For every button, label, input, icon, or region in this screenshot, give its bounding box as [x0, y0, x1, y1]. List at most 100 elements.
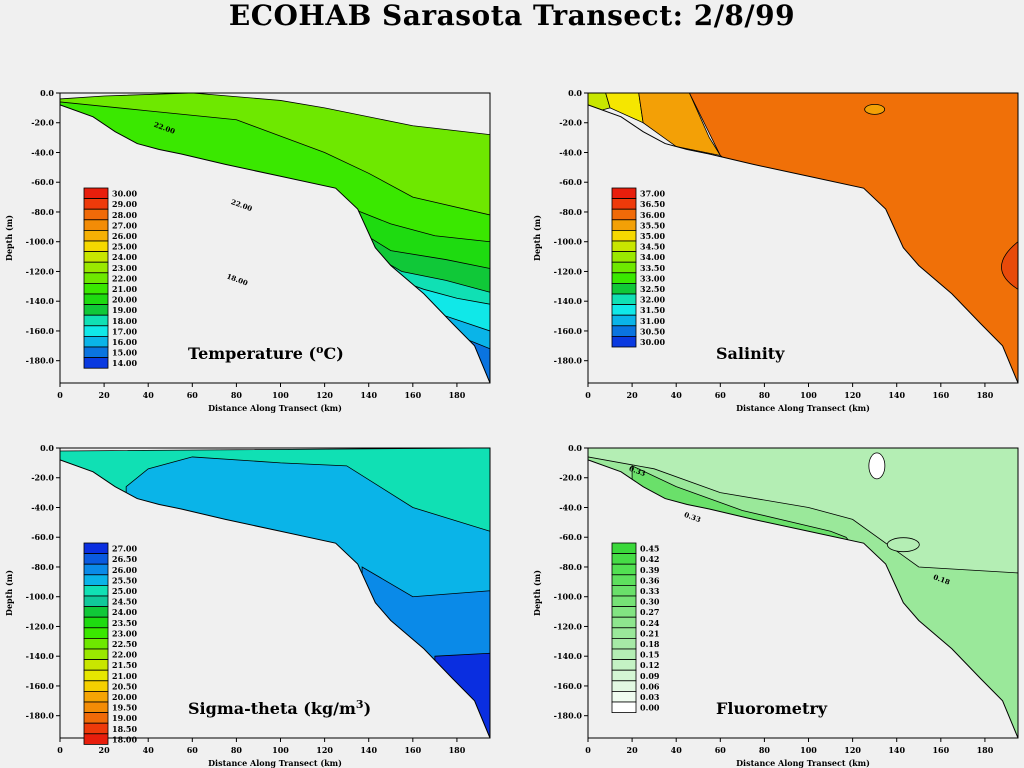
legend-label: 25.00	[112, 586, 137, 596]
legend-swatch	[83, 659, 109, 671]
legend-swatch	[83, 595, 109, 608]
legend-label: 35.00	[640, 231, 665, 241]
legend-swatch	[83, 553, 109, 565]
legend-swatch	[83, 712, 109, 724]
panel-title: Sigma-theta (kg/m3)	[188, 698, 371, 718]
legend-label: 21.50	[112, 660, 137, 670]
x-tick-label: 120	[844, 390, 861, 400]
legend-swatch	[611, 616, 637, 629]
legend-swatch	[83, 335, 109, 348]
legend-swatch	[611, 314, 637, 327]
y-tick-label: -180.0	[554, 356, 583, 366]
legend-label: 33.00	[640, 273, 665, 283]
legend-label: 0.21	[640, 628, 659, 638]
legend-swatch	[83, 563, 109, 576]
x-tick-label: 160	[404, 745, 421, 755]
x-tick-label: 100	[272, 745, 289, 755]
contour-band	[688, 93, 1018, 383]
x-tick-label: 40	[143, 390, 155, 400]
legend-swatch	[83, 314, 109, 327]
y-tick-label: -20.0	[31, 473, 54, 483]
legend-swatch	[611, 325, 637, 337]
legend-swatch	[611, 251, 637, 263]
y-tick-label: -20.0	[559, 473, 582, 483]
panel-1: 0 20 40 60 80 100 120 140 160 180 0.0 -20.0 -40.0 -60…	[4, 88, 491, 413]
legend-swatch	[83, 240, 109, 253]
y-axis-label: Depth (m)	[4, 570, 14, 616]
legend-label: 32.50	[640, 284, 665, 294]
legend-label: 30.00	[640, 337, 665, 347]
x-axis-label: Distance Along Transect (km)	[208, 403, 342, 413]
legend-label: 0.15	[640, 650, 659, 660]
legend-swatch	[83, 733, 109, 745]
legend-label: 19.00	[112, 305, 137, 315]
legend-swatch	[611, 219, 637, 231]
y-tick-label: -120.0	[554, 621, 583, 631]
y-tick-label: -140.0	[26, 651, 55, 661]
legend-swatch	[611, 542, 637, 555]
x-tick-label: 100	[800, 745, 817, 755]
y-tick-label: -80.0	[559, 562, 582, 572]
legend-swatch	[83, 293, 109, 306]
x-tick-label: 160	[404, 390, 421, 400]
y-tick-label: -100.0	[26, 237, 55, 247]
legend-swatch	[83, 187, 109, 200]
x-tick-label: 140	[888, 390, 905, 400]
legend-swatch	[611, 638, 637, 650]
x-tick-label: 180	[977, 745, 994, 755]
legend-swatch	[83, 346, 109, 359]
legend-swatch	[611, 691, 637, 703]
legend-label: 27.00	[112, 220, 137, 230]
x-tick-label: 80	[231, 745, 243, 755]
panel-4: 0 20 40 60 80 100 120 140 160 180 0.0 -20.0 -40.0 -60…	[532, 443, 1019, 768]
legend-label: 0.36	[640, 575, 660, 585]
x-tick-label: 20	[627, 390, 639, 400]
x-tick-label: 80	[759, 390, 771, 400]
legend-label: 31.50	[640, 305, 665, 315]
legend-label: 17.00	[112, 326, 137, 336]
legend-label: 25.00	[112, 242, 137, 252]
legend-swatch	[611, 208, 637, 221]
legend-label: 0.33	[640, 586, 660, 596]
legend-label: 0.03	[640, 692, 660, 702]
seafloor-line	[59, 447, 491, 739]
seafloor-line	[587, 447, 1019, 739]
legend-label: 0.30	[640, 597, 660, 607]
panel-title: Fluorometry	[716, 699, 828, 718]
legend-label: 21.00	[112, 671, 137, 681]
legend-swatch	[83, 638, 109, 650]
x-tick-label: 140	[360, 745, 377, 755]
legend: 37.0036.5036.0035.5035.0034.5034.0033.50…	[611, 187, 665, 348]
x-tick-label: 0	[585, 390, 591, 400]
y-tick-label: 0.0	[568, 88, 582, 98]
x-tick-label: 160	[932, 745, 949, 755]
legend-swatch	[611, 659, 637, 671]
y-tick-label: -60.0	[31, 532, 54, 542]
plot-frame	[587, 447, 1019, 739]
y-tick-label: -100.0	[26, 592, 55, 602]
x-tick-label: 0	[57, 390, 63, 400]
legend-label: 20.00	[112, 692, 137, 702]
x-tick-label: 0	[585, 745, 591, 755]
legend-swatch	[611, 585, 637, 597]
legend-label: 24.00	[112, 607, 137, 617]
legend-swatch	[83, 648, 109, 661]
y-tick-label: -40.0	[559, 502, 582, 512]
legend-label: 28.00	[112, 210, 137, 220]
legend-label: 27.00	[112, 544, 137, 554]
legend-label: 0.00	[640, 703, 660, 713]
y-tick-label: -160.0	[26, 681, 55, 691]
legend-label: 26.00	[112, 565, 137, 575]
legend-swatch	[83, 701, 109, 714]
y-tick-label: -60.0	[559, 532, 582, 542]
y-tick-label: -100.0	[554, 237, 583, 247]
x-axis-label: Distance Along Transect (km)	[736, 403, 870, 413]
legend-swatch	[83, 680, 109, 692]
y-tick-label: -120.0	[26, 621, 55, 631]
legend-label: 15.00	[112, 348, 137, 358]
y-tick-label: -120.0	[26, 266, 55, 276]
y-axis-label: Depth (m)	[4, 215, 14, 261]
legend-swatch	[83, 198, 109, 210]
legend-label: 19.00	[112, 713, 137, 723]
legend-swatch	[611, 187, 637, 200]
